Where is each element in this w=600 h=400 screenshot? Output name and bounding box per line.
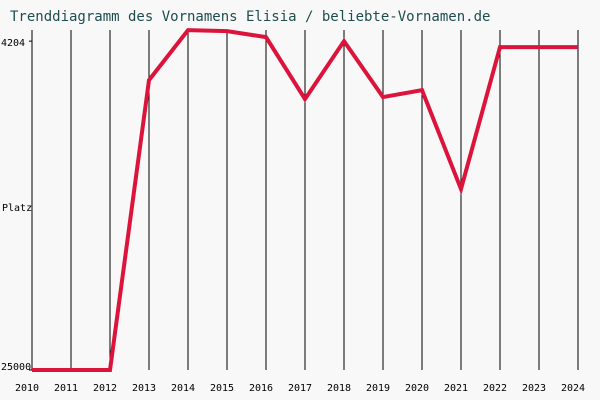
x-tick-label: 2019: [366, 383, 390, 394]
chart-title: Trenddiagramm des Vornamens Elisia / bel…: [10, 9, 490, 25]
x-tick-label: 2012: [93, 383, 117, 394]
x-tick-label: 2013: [132, 383, 156, 394]
x-tick-label: 2014: [171, 383, 195, 394]
x-tick-label: 2017: [288, 383, 312, 394]
x-tick-label: 2018: [327, 383, 351, 394]
x-tick-label: 2011: [54, 383, 78, 394]
line: [32, 28, 578, 372]
x-tick-label: 2020: [405, 383, 429, 394]
x-tick-label: 2022: [483, 383, 507, 394]
x-tick-label: 2010: [15, 383, 39, 394]
y-tick-label: 25000: [1, 362, 31, 373]
y-axis-label: Platz: [2, 203, 32, 214]
x-tick-label: 2021: [444, 383, 468, 394]
y-tick-label: 4204: [1, 38, 25, 49]
x-tick-label: 2023: [522, 383, 546, 394]
x-tick-label: 2024: [561, 383, 585, 394]
x-tick-label: 2016: [249, 383, 273, 394]
x-tick-label: 2015: [210, 383, 234, 394]
